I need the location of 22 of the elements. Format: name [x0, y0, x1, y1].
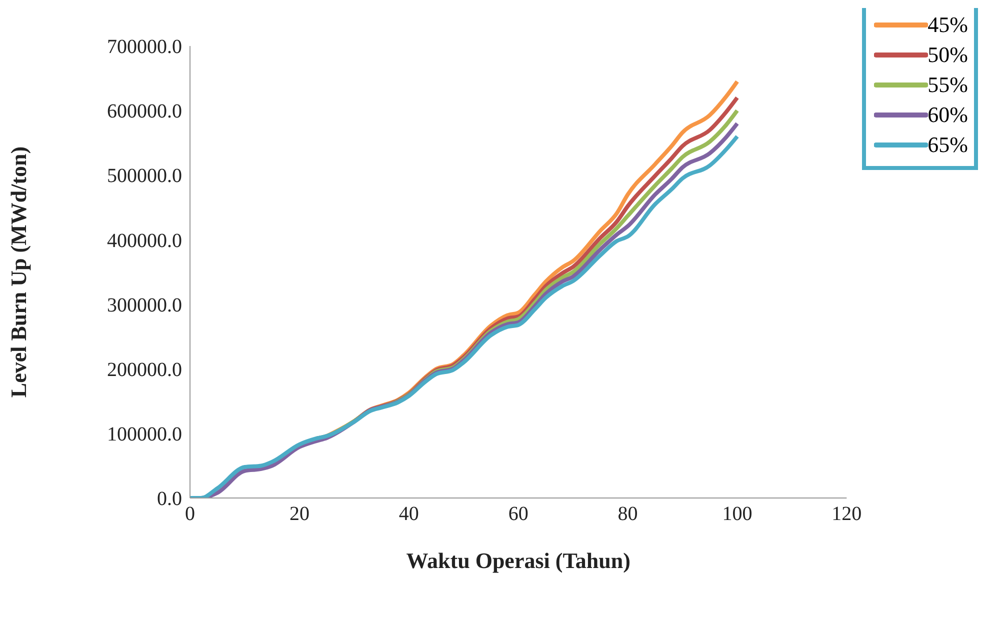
legend-label: 60%: [928, 101, 968, 129]
y-tick-label: 300000.0: [107, 294, 182, 316]
y-tick-label: 200000.0: [107, 358, 182, 381]
x-tick-label: 20: [289, 503, 310, 526]
x-tick-label: 60: [508, 503, 528, 526]
legend-label: 55%: [928, 71, 968, 99]
x-tick-label: 80: [618, 503, 638, 526]
y-axis-title: Level Burn Up (MWd/ton): [6, 146, 31, 398]
legend-label: 65%: [928, 131, 968, 159]
x-tick-label: 120: [832, 503, 862, 526]
y-tick-label: 700000.0: [107, 36, 182, 58]
y-tick-label: 500000.0: [107, 165, 182, 188]
y-tick-label: 0.0: [157, 488, 182, 510]
y-tick-label: 600000.0: [107, 100, 182, 123]
x-axis-title: Waktu Operasi (Tahun): [406, 548, 630, 573]
legend-label: 50%: [928, 41, 968, 69]
x-tick-label: 0: [185, 503, 195, 526]
legend-label: 45%: [928, 11, 968, 39]
x-tick-label: 100: [722, 503, 752, 526]
x-tick-label: 40: [398, 503, 419, 526]
y-tick-label: 400000.0: [107, 230, 182, 252]
y-tick-label: 100000.0: [107, 424, 182, 446]
